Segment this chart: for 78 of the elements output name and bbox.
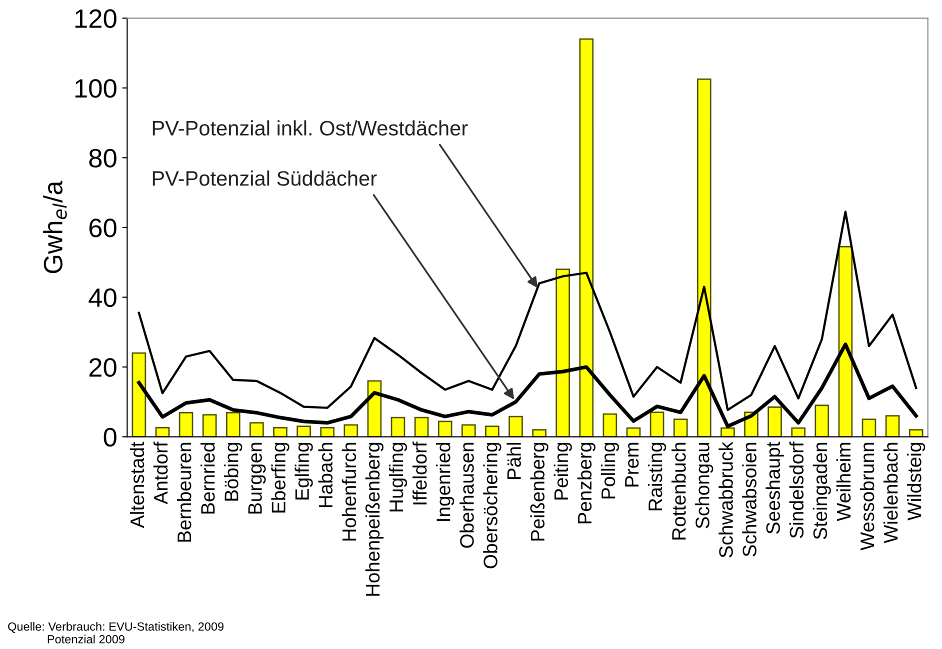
x-tick-label: Hohenfurch	[342, 442, 356, 541]
bar	[885, 415, 900, 437]
bar	[602, 413, 618, 437]
bar	[461, 424, 476, 437]
bar	[344, 424, 358, 437]
x-tick-label: Burggen	[248, 442, 266, 514]
x-tick-label: Bernried	[200, 442, 215, 514]
x-tick-label: Seeshaupt	[766, 442, 784, 534]
x-tick-label: Sindelsdorf	[789, 442, 804, 538]
bar	[768, 406, 782, 437]
bar	[556, 268, 570, 437]
x-tick-label: Huglfing	[388, 442, 408, 512]
bar	[791, 427, 806, 437]
bar	[132, 352, 146, 437]
y-tick-label: 20	[89, 358, 116, 377]
x-tick-label: Weilheim	[836, 442, 851, 522]
x-tick-label: Eberfing	[271, 442, 290, 512]
y-tick-label: 100	[75, 79, 116, 98]
x-tick-label: Antdorf	[153, 442, 168, 504]
source-note: Quelle: Verbrauch: EVU-Statistiken, 2009 Potenzial 2009	[8, 622, 224, 644]
x-tick-label: Wildsteig	[907, 442, 926, 520]
bar	[438, 420, 452, 437]
y-tick-label: 0	[104, 428, 116, 447]
x-tick-label: Raisting	[648, 442, 666, 510]
line-series	[137, 342, 918, 428]
x-tick-label: Hohenpeißenberg	[365, 442, 384, 596]
x-tick-label: Peiting	[554, 442, 572, 500]
bar	[178, 412, 194, 437]
y-tick-label: 80	[89, 148, 116, 168]
bar	[250, 422, 264, 437]
bar	[862, 418, 876, 437]
x-tick-label: Wielenbach	[883, 442, 898, 544]
bar	[673, 418, 688, 437]
x-tick-label: Schwabbruck	[718, 442, 733, 558]
x-tick-label: Prem	[625, 442, 639, 486]
bar	[202, 414, 217, 437]
bar	[720, 427, 735, 437]
bar	[650, 412, 664, 437]
bar	[532, 429, 546, 437]
x-tick-label: Pähl	[506, 442, 521, 479]
x-tick-label: Obersöchering	[483, 442, 502, 568]
bar	[908, 429, 924, 437]
bar	[838, 246, 853, 437]
x-tick-label: Penzberg	[577, 442, 596, 524]
bar	[485, 426, 500, 437]
bar	[414, 416, 429, 437]
annotation: PV-Potenzial inkl. Ost/Westdächer	[152, 120, 468, 136]
x-tick-label: Steingaden	[812, 442, 831, 540]
bar	[390, 416, 406, 437]
line-series	[138, 210, 918, 412]
x-tick-label: Böbing	[224, 442, 242, 501]
x-tick-label: Ingenried	[436, 442, 454, 521]
x-tick-label: Altenstadt	[130, 442, 144, 528]
bar	[814, 404, 830, 437]
annotation: PV-Potenzial Süddächer	[152, 170, 377, 186]
x-tick-label: Schwabsoien	[742, 442, 756, 556]
bar	[320, 427, 335, 437]
y-tick-label: 60	[89, 218, 116, 238]
bar	[579, 38, 594, 437]
x-tick-label: Iffeldorf	[412, 442, 427, 504]
x-tick-label: Oberhausen	[460, 442, 474, 548]
bar	[296, 426, 311, 437]
x-tick-label: Habach	[318, 442, 333, 508]
bar	[273, 427, 288, 437]
bar	[696, 78, 712, 437]
y-tick-label: 120	[75, 9, 116, 28]
x-tick-label: Schongau	[695, 442, 714, 528]
x-tick-label: Bernbeuren	[176, 442, 192, 542]
x-tick-label: Wessobrunn	[860, 442, 874, 550]
y-axis-title: Gwh$_{el}$/a	[43, 180, 67, 274]
x-tick-label: Eglfing	[294, 442, 313, 500]
x-tick-label: Polling	[600, 442, 620, 498]
bar	[155, 427, 170, 437]
bar	[508, 416, 523, 437]
x-tick-label: Rottenbuch	[672, 442, 686, 540]
y-tick-label: 40	[88, 288, 116, 308]
x-tick-label: Peißenberg	[530, 442, 548, 541]
bar	[226, 412, 240, 437]
